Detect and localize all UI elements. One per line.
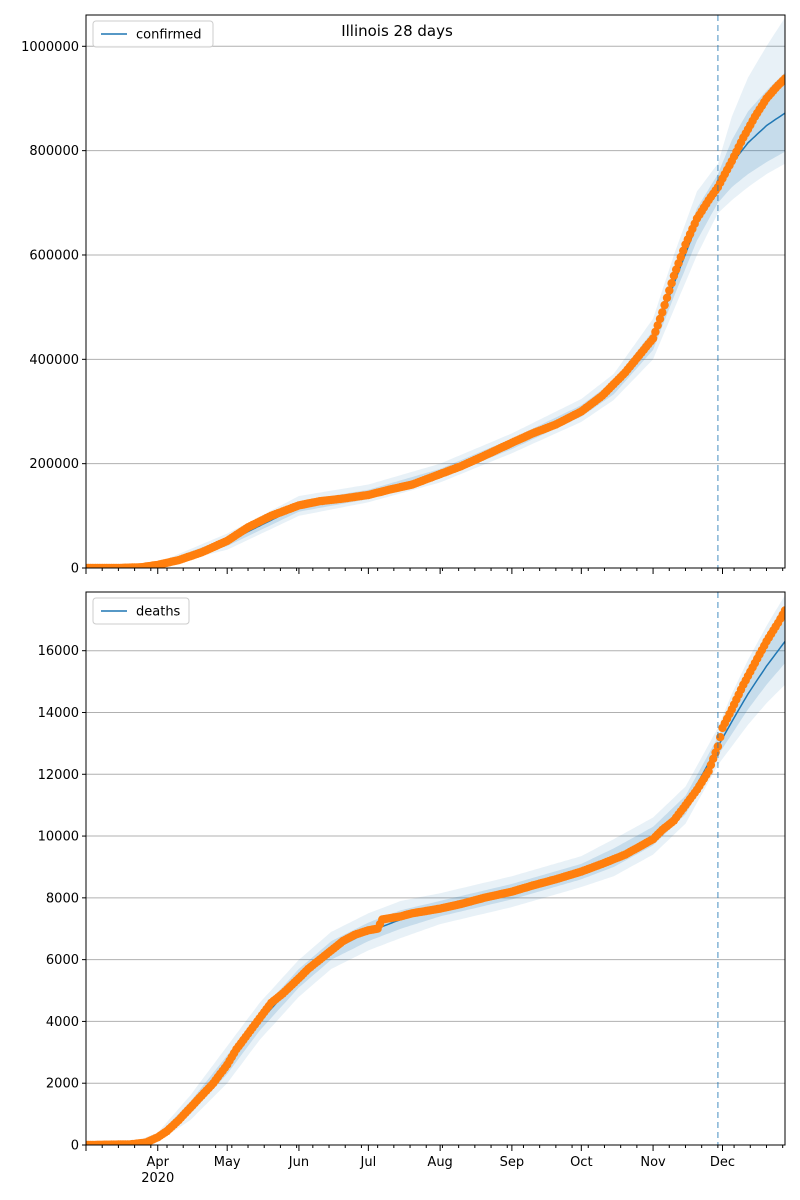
x-tick-label: Sep <box>500 1155 525 1170</box>
x-tick-label: Oct <box>570 1155 592 1170</box>
x-tick-label: Jul <box>360 1155 377 1170</box>
y-tick-label: 1000000 <box>21 40 79 55</box>
fit-line <box>86 641 785 1145</box>
x-tick-label: Dec <box>710 1155 735 1170</box>
confirmed-panel: 0 200000 400000 600000 800000 1000000 Illinois… <box>21 15 789 577</box>
y-tick-label: 0 <box>71 562 79 577</box>
legend-label: confirmed <box>136 28 202 43</box>
y-tick-label: 14000 <box>38 706 79 721</box>
x-tick-label: Nov <box>640 1155 666 1170</box>
y-tick-label: 400000 <box>29 353 79 368</box>
y-tick-label: 8000 <box>46 891 79 906</box>
y-tick-label: 2000 <box>46 1077 79 1092</box>
observed-point <box>658 308 666 316</box>
outer-confidence-band <box>86 595 785 1145</box>
observed-points <box>82 606 789 1149</box>
observed-point <box>667 279 675 287</box>
observed-point <box>665 286 673 294</box>
inner-confidence-band <box>86 620 785 1145</box>
observed-point <box>663 294 671 302</box>
y-tick-label: 12000 <box>38 768 79 783</box>
axes-frame <box>86 592 785 1145</box>
y-tick-label: 600000 <box>29 248 79 263</box>
x-tick-year-label: 2020 <box>141 1171 174 1186</box>
y-tick-label: 0 <box>71 1139 79 1154</box>
x-tick-label: Apr <box>147 1155 170 1170</box>
observed-points <box>82 74 789 572</box>
legend: deaths <box>93 598 189 624</box>
y-tick-label: 10000 <box>38 830 79 845</box>
deaths-panel: 0 2000 4000 6000 8000 10000 12000 14000 16000 Apr… <box>38 592 790 1186</box>
y-tick-label: 16000 <box>38 644 79 659</box>
y-tick-label: 200000 <box>29 457 79 472</box>
legend-label: deaths <box>136 605 181 620</box>
fit-line <box>86 113 785 568</box>
x-tick-label: Aug <box>427 1155 452 1170</box>
y-tick-label: 6000 <box>46 953 79 968</box>
outer-confidence-band <box>86 18 785 568</box>
observed-point <box>660 301 668 309</box>
legend: confirmed <box>93 21 213 47</box>
inner-confidence-band <box>86 72 785 568</box>
y-tick-label: 4000 <box>46 1015 79 1030</box>
plot-area <box>82 595 789 1149</box>
plot-area <box>82 18 789 573</box>
chart-title: Illinois 28 days <box>341 22 453 40</box>
y-tick-label: 800000 <box>29 144 79 159</box>
x-tick-label: Jun <box>288 1155 309 1170</box>
x-tick-label: May <box>214 1155 241 1170</box>
